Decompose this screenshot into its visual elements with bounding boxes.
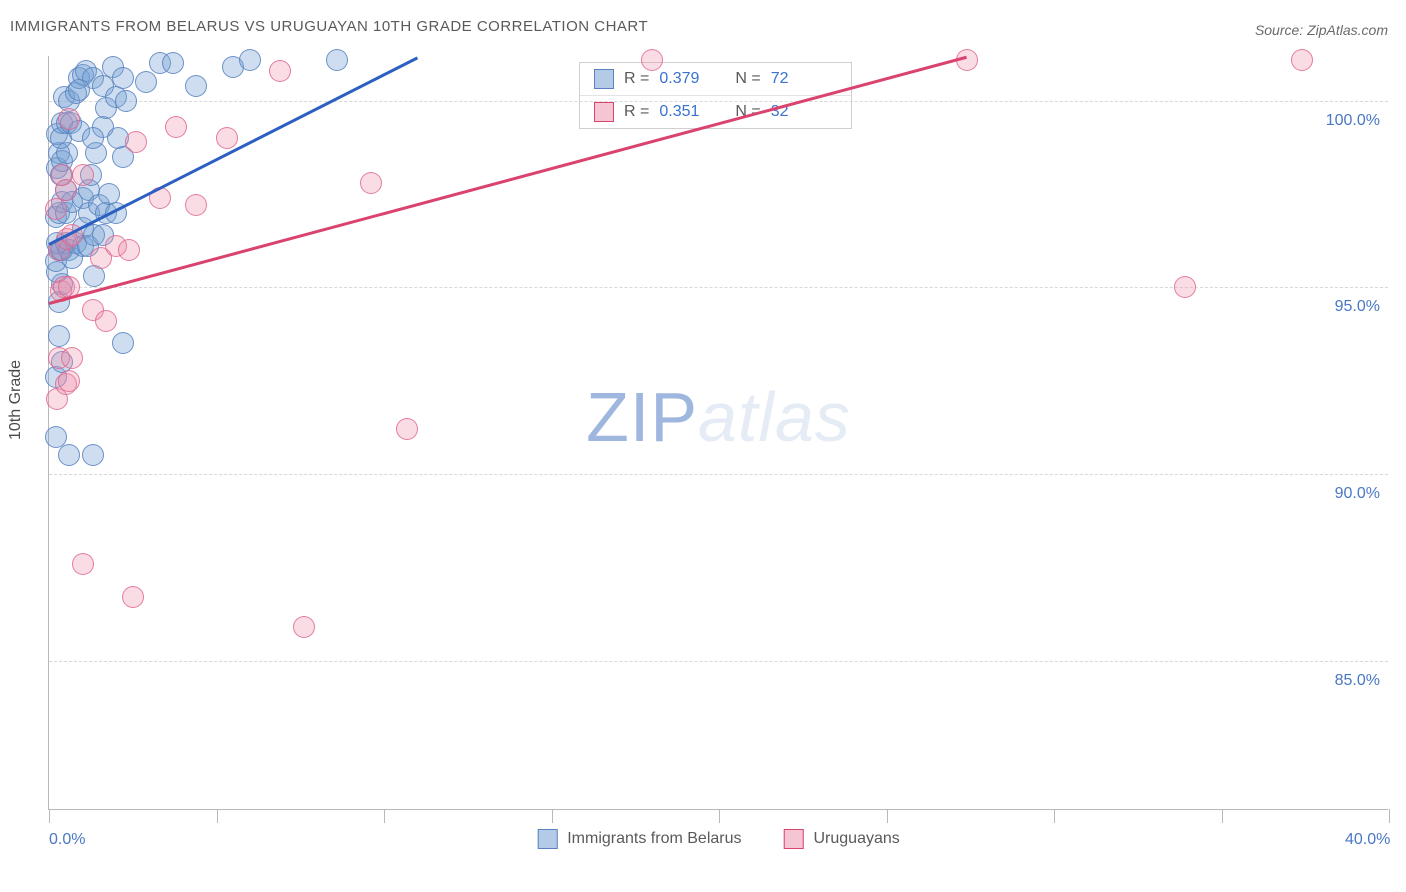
data-point (326, 49, 348, 71)
stats-box: R =0.379N =72R =0.351N =32 (579, 62, 852, 129)
data-point (48, 325, 70, 347)
data-point (95, 310, 117, 332)
x-tick (887, 809, 888, 823)
data-point (641, 49, 663, 71)
gridline (49, 474, 1388, 475)
legend-swatch (783, 829, 803, 849)
x-tick (552, 809, 553, 823)
data-point (122, 586, 144, 608)
trend-line (49, 56, 968, 305)
x-tick (1389, 809, 1390, 823)
scatter-plot: ZIPatlas R =0.379N =72R =0.351N =32 Immi… (48, 56, 1388, 810)
x-tick (384, 809, 385, 823)
y-tick-label: 90.0% (1335, 485, 1380, 503)
x-tick-label: 40.0% (1345, 831, 1390, 849)
gridline (49, 101, 1388, 102)
data-point (61, 347, 83, 369)
x-tick (719, 809, 720, 823)
x-tick-label: 0.0% (49, 831, 85, 849)
r-label: R = (624, 70, 649, 88)
source-credit: Source: ZipAtlas.com (1255, 22, 1388, 38)
x-tick (1222, 809, 1223, 823)
legend-label: Uruguayans (813, 830, 899, 848)
data-point (82, 127, 104, 149)
data-point (72, 553, 94, 575)
series-swatch (594, 69, 614, 89)
y-tick-label: 95.0% (1335, 298, 1380, 316)
r-label: R = (624, 103, 649, 121)
n-label: N = (735, 70, 760, 88)
data-point (112, 332, 134, 354)
legend-label: Immigrants from Belarus (567, 830, 741, 848)
gridline (49, 661, 1388, 662)
data-point (58, 108, 80, 130)
data-point (165, 116, 187, 138)
data-point (51, 164, 73, 186)
data-point (45, 426, 67, 448)
x-tick (49, 809, 50, 823)
data-point (1291, 49, 1313, 71)
data-point (185, 194, 207, 216)
series-swatch (594, 102, 614, 122)
data-point (125, 131, 147, 153)
y-tick-label: 85.0% (1335, 672, 1380, 690)
n-value: 72 (771, 70, 825, 88)
data-point (1174, 276, 1196, 298)
legend: Immigrants from Belarus Uruguayans (537, 829, 900, 849)
chart-title: IMMIGRANTS FROM BELARUS VS URUGUAYAN 10T… (10, 18, 648, 35)
legend-item: Uruguayans (783, 829, 899, 849)
data-point (72, 164, 94, 186)
data-point (135, 71, 157, 93)
data-point (162, 52, 184, 74)
data-point (293, 616, 315, 638)
data-point (269, 60, 291, 82)
source-value: ZipAtlas.com (1307, 22, 1388, 38)
data-point (58, 444, 80, 466)
data-point (216, 127, 238, 149)
r-value: 0.379 (659, 70, 713, 88)
stats-row: R = 0.379 N = 72 (580, 63, 851, 95)
data-point (58, 370, 80, 392)
data-point (185, 75, 207, 97)
data-point (45, 198, 67, 220)
y-axis-title: 10th Grade (7, 360, 25, 440)
r-value: 0.351 (659, 103, 713, 121)
data-point (68, 79, 90, 101)
data-point (239, 49, 261, 71)
data-point (112, 67, 134, 89)
data-point (115, 90, 137, 112)
legend-swatch (537, 829, 557, 849)
data-point (396, 418, 418, 440)
data-point (82, 444, 104, 466)
source-label: Source: (1255, 22, 1307, 38)
x-tick (1054, 809, 1055, 823)
y-tick-label: 100.0% (1326, 112, 1380, 130)
x-tick (217, 809, 218, 823)
watermark: ZIPatlas (586, 377, 851, 457)
data-point (118, 239, 140, 261)
legend-item: Immigrants from Belarus (537, 829, 741, 849)
data-point (360, 172, 382, 194)
